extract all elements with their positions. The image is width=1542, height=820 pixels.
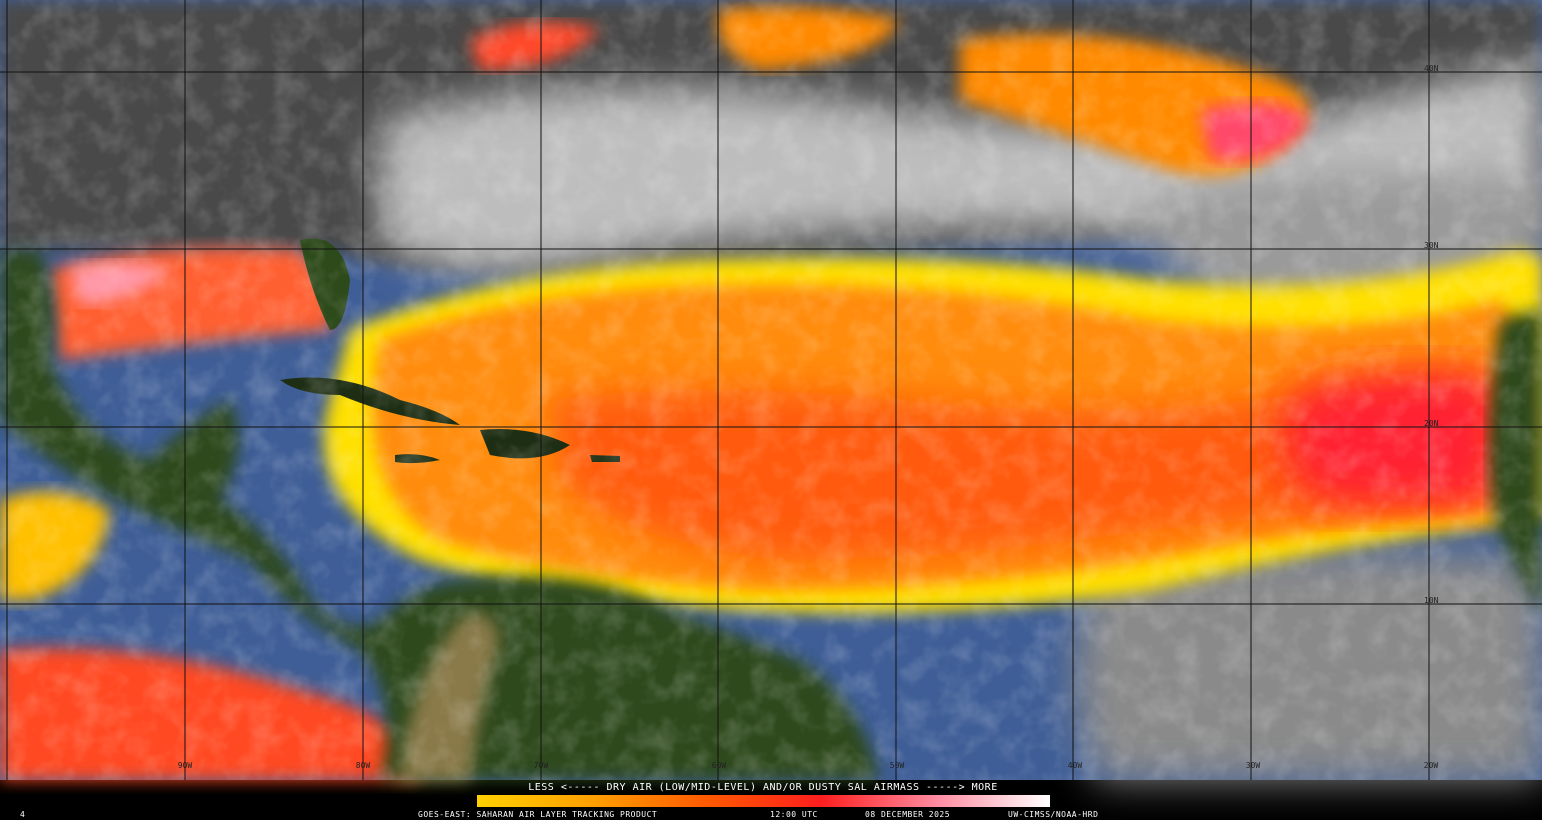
graticule	[0, 0, 1542, 780]
lat-labels: 40N 30N 20N 10N	[1424, 64, 1439, 605]
lon-label: 20W	[1424, 761, 1439, 770]
date: 08 DECEMBER 2025	[865, 810, 950, 819]
lon-label: 30W	[1246, 761, 1261, 770]
time: 12:00 UTC	[770, 810, 818, 819]
credit: UW-CIMSS/NOAA-HRD	[1008, 810, 1098, 819]
map: 40N 30N 20N 10N 90W 80W 70W 60W 50W 40W 30W 20W	[0, 0, 1542, 780]
lon-labels: 90W 80W 70W 60W 50W 40W 30W 20W	[178, 761, 1439, 770]
lat-label: 20N	[1424, 419, 1439, 428]
frame-number: 4	[20, 810, 25, 819]
lon-label: 80W	[356, 761, 371, 770]
color-bar	[477, 795, 1050, 807]
lon-label: 40W	[1068, 761, 1083, 770]
lat-label: 30N	[1424, 241, 1439, 250]
lon-label: 50W	[890, 761, 905, 770]
lon-label: 70W	[534, 761, 549, 770]
lon-label: 60W	[712, 761, 727, 770]
lat-label: 10N	[1424, 596, 1439, 605]
lon-label: 90W	[178, 761, 193, 770]
product-name: GOES-EAST: SAHARAN AIR LAYER TRACKING PR…	[418, 810, 657, 819]
lat-label: 40N	[1424, 64, 1439, 73]
legend-caption: LESS <----- DRY AIR (LOW/MID-LEVEL) AND/…	[528, 782, 997, 793]
